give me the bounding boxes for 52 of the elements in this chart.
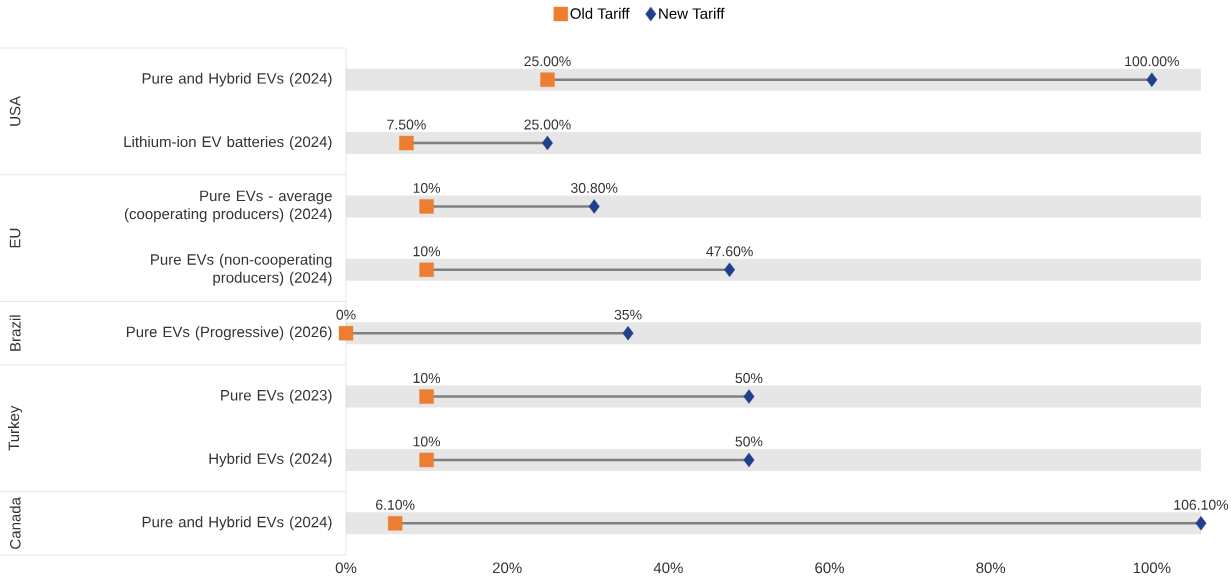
data-label: 30.80% [571,182,618,193]
x-tick-label: 20% [492,562,522,574]
text: Brazil [9,315,21,351]
data-label: 10% [413,182,441,193]
data-label: 25.00% [524,56,571,67]
data-label: 25.00% [524,119,571,130]
data-label: 106.10% [1174,499,1229,510]
data-label: 50% [735,373,763,384]
legend-label: New Tariff [659,7,725,19]
point [387,516,403,531]
point [419,199,434,214]
point [399,135,414,151]
data-label: 10% [413,246,441,257]
point [724,262,736,278]
y-tick-label: Pure EVs (Progressive) (2026) [126,326,332,341]
point [743,452,755,468]
data-label: 6.10% [376,499,415,510]
data-label: 10% [413,373,441,384]
legend-label: Old Tariff [570,7,630,19]
data-label: 10% [413,436,441,447]
y-tick-label: Pure EVs - average (cooperating producers) (2024) [124,190,332,223]
y-tick-label: Pure and Hybrid EVs (2024) [142,516,332,531]
data-label: 47.60% [706,246,753,257]
data-label: 50% [735,436,763,447]
point [419,389,434,404]
y-tick-label: Pure and Hybrid EVs (2024) [142,72,332,87]
point [419,452,434,468]
y-tick-label: Lithium-ion EV batteries (2024) [124,136,332,151]
text: Canada [9,497,21,549]
x-tick-label: 100% [1133,562,1171,574]
x-tick-label: 0% [335,562,357,574]
x-tick-label: 60% [815,562,844,574]
point [419,262,434,278]
y-tick-label: Pure EVs (non-cooperating producers) (2024) [151,253,332,286]
point [1146,72,1158,87]
x-tick-label: 40% [653,562,683,574]
text: USA [9,95,21,126]
text: Turkey [8,405,23,451]
point [540,72,555,87]
point [588,199,600,214]
data-label: 100.00% [1125,56,1179,67]
point [1195,516,1207,531]
point [743,389,755,404]
point [338,325,354,341]
y-tick-label: Pure EVs (2023) [221,389,332,404]
x-tick-label: 80% [976,562,1006,574]
data-label: 7.50% [387,119,426,130]
text: EU [9,228,21,248]
data-label: 35% [614,309,642,320]
point [622,325,634,341]
data-label: 0% [336,309,356,320]
y-tick-label: Hybrid EVs (2024) [209,452,332,467]
